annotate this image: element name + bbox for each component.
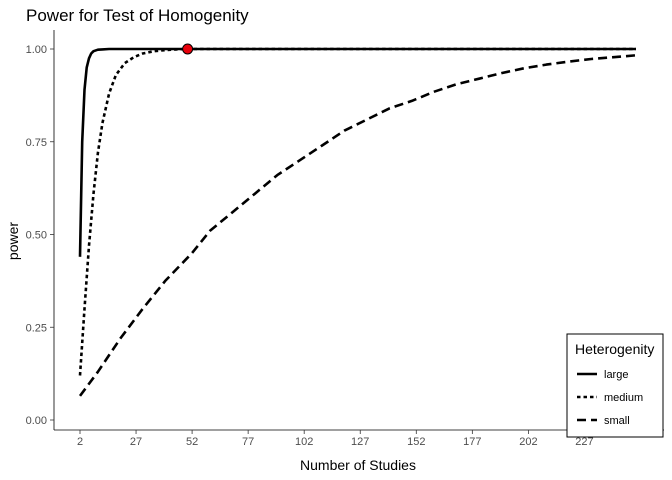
x-tick-label: 27 xyxy=(130,436,142,448)
series-line-small xyxy=(78,54,637,397)
x-tick-label: 2 xyxy=(77,436,83,448)
legend-label-medium: medium xyxy=(604,392,643,404)
legend: Heterogenity large medium small xyxy=(566,333,664,438)
y-tick-label: 0.50 xyxy=(26,230,47,242)
y-tick-label: 1.00 xyxy=(26,44,47,56)
x-tick-label: 52 xyxy=(186,436,198,448)
series-line-large xyxy=(78,47,636,257)
highlight-layer xyxy=(182,43,194,55)
x-tick-label: 102 xyxy=(295,436,313,448)
x-tick-label: 227 xyxy=(575,436,593,448)
chart-title: Power for Test of Homogenity xyxy=(26,6,249,25)
legend-title: Heterogenity xyxy=(575,341,654,357)
x-tick-label: 202 xyxy=(519,436,537,448)
x-tick-label: 152 xyxy=(407,436,425,448)
series-line-medium xyxy=(78,47,636,376)
y-tick-label: 0.75 xyxy=(26,137,47,149)
legend-items: large medium small xyxy=(577,369,643,427)
series-lines xyxy=(78,47,637,397)
x-tick-label: 77 xyxy=(242,436,254,448)
legend-label-small: small xyxy=(604,415,630,427)
x-axis-ticks: 2 27 52 77 102 127 152 177 202 227 xyxy=(77,430,594,448)
x-tick-label: 177 xyxy=(463,436,481,448)
plot-area: 2 27 52 77 102 127 152 177 202 227 0.000.250.500.… xyxy=(26,30,664,448)
y-axis-ticks: 0.00 0.25 0.50 0.75 1.00 xyxy=(26,44,54,427)
legend-label-large: large xyxy=(604,369,628,381)
y-tick-label: 0.00 xyxy=(26,415,47,427)
x-axis-title: Number of Studies xyxy=(300,457,416,473)
highlight-point xyxy=(182,43,194,55)
x-tick-label: 127 xyxy=(351,436,369,448)
y-tick-label: 0.25 xyxy=(26,322,47,334)
y-axis-title: power xyxy=(5,222,21,260)
